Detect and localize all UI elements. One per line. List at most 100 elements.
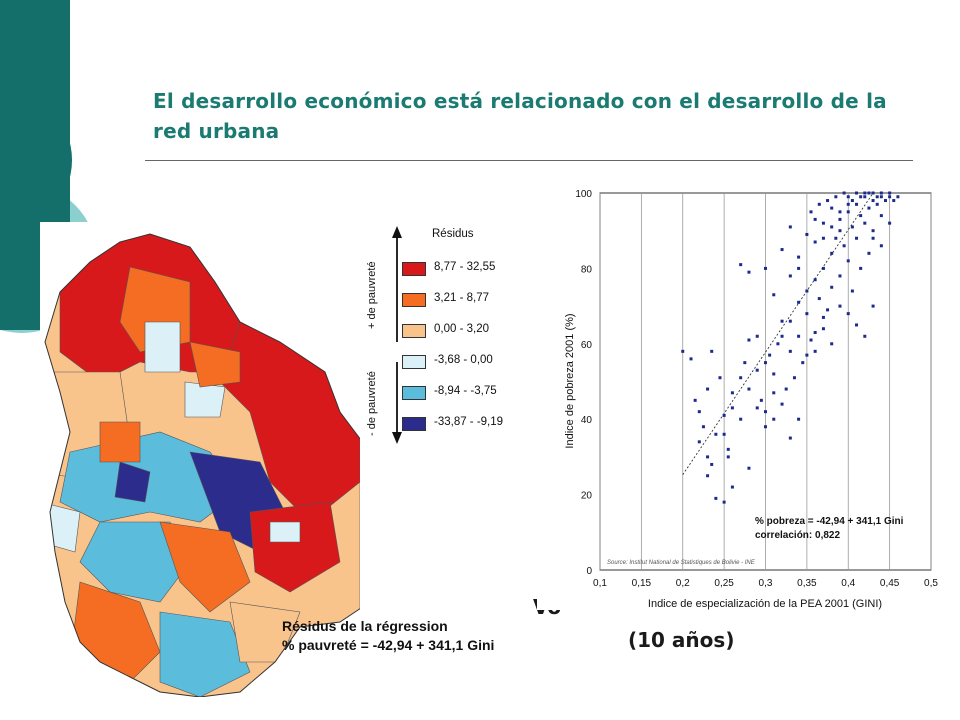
scatter-point: [879, 244, 883, 248]
scatter-point: [797, 266, 801, 270]
legend-label: -8,94 - -3,75: [434, 385, 497, 397]
scatter-point: [764, 410, 767, 414]
scatter-point: [730, 391, 734, 395]
scatter-point: [834, 195, 838, 199]
scatter-point: [859, 266, 863, 270]
legend-swatch: [402, 324, 426, 338]
scatter-point: [838, 304, 842, 308]
scatter-point: [801, 361, 805, 365]
legend-label: -33,87 - -9,19: [434, 416, 504, 428]
scatter-point: [813, 349, 817, 353]
scatter-point: [701, 425, 705, 429]
legend-label: 3,21 - 8,77: [434, 292, 489, 304]
y-tick-label: 100: [575, 189, 592, 200]
scatter-point: [896, 195, 900, 199]
scatter-point: [809, 210, 813, 214]
scatter-point: [892, 199, 896, 203]
scatter-point: [780, 248, 784, 252]
poverty-gini-scatter: 0,1 0,15 0,2 0,25 0,3 0,35 0,4 0,45 0,5 0 20 40 60 80…: [537, 178, 945, 610]
legend-swatch: [402, 262, 426, 276]
x-tick-label: 0,2: [676, 578, 690, 589]
scatter-point: [805, 289, 809, 293]
scatter-point: [867, 191, 871, 195]
scatter-point: [759, 398, 763, 402]
scatter-point: [805, 312, 809, 316]
scatter-point: [888, 195, 892, 199]
scatter-point: [834, 236, 838, 240]
scatter-point: [821, 266, 825, 270]
scatter-point: [867, 251, 871, 255]
scatter-point: [850, 225, 854, 229]
scatter-point: [838, 229, 842, 233]
scatter-point: [792, 376, 796, 380]
scatter-point: [883, 199, 887, 203]
scatter-point: [871, 191, 875, 195]
scatter-point: [830, 285, 834, 289]
scatter-point: [718, 376, 722, 380]
scatter-point: [784, 387, 788, 391]
scatter-point: [813, 330, 817, 334]
scatter-point: [821, 236, 825, 240]
x-tick-label: 0,25: [714, 578, 734, 589]
scatter-point: [875, 202, 879, 206]
scatter-point: [813, 240, 817, 244]
x-tick-label: 0,3: [759, 578, 773, 589]
scatter-point: [879, 195, 883, 199]
y-axis-label: Indice de pobreza 2001 (%): [564, 313, 576, 448]
scatter-point: [739, 376, 743, 380]
scatter-point: [714, 496, 718, 500]
map-caption-line2: % pauvreté = -42,94 + 341,1 Gini: [282, 637, 495, 653]
scatter-point: [772, 293, 776, 297]
scatter-point: [850, 289, 854, 293]
legend-label: 8,77 - 32,55: [434, 261, 496, 273]
scatter-point: [867, 206, 871, 210]
scatter-point: [788, 436, 792, 440]
scatter-point: [689, 357, 693, 361]
scatter-point: [855, 323, 859, 327]
less-poverty-label: - de pauvreté: [366, 371, 378, 436]
scatter-point: [888, 191, 892, 195]
scatter-point: [805, 232, 809, 236]
scatter-point: [797, 255, 801, 259]
scatter-point: [772, 391, 776, 395]
scatter-point: [863, 221, 867, 225]
scatter-point: [830, 225, 834, 229]
scatter-point: [821, 221, 825, 225]
legend-label: 0,00 - 3,20: [434, 323, 489, 335]
regression-equation: % pobreza = -42,94 + 341,1 Gini: [755, 516, 904, 527]
scatter-point: [830, 342, 834, 346]
scatter-point: [855, 191, 859, 195]
scatter-point: [722, 500, 726, 504]
y-tick-label: 40: [581, 415, 593, 426]
scatter-point: [846, 202, 850, 206]
scatter-point: [871, 229, 875, 233]
y-tick-label: 0: [586, 566, 592, 577]
scatter-point: [797, 417, 801, 421]
scatter-point: [730, 406, 734, 410]
scatter-point: [838, 210, 842, 214]
legend-label: -3,68 - 0,00: [434, 354, 493, 366]
correlation-value: correlación: 0,822: [755, 530, 840, 541]
legend-swatch: [402, 355, 426, 369]
x-tick-label: 0,4: [841, 578, 855, 589]
scatter-point: [826, 308, 830, 312]
scatter-point: [780, 402, 784, 406]
scatter-point: [772, 372, 776, 376]
scatter-point: [842, 191, 846, 195]
x-tick-label: 0,15: [632, 578, 652, 589]
scatter-point: [755, 368, 759, 372]
trend-line: [682, 192, 874, 475]
scatter-point: [850, 199, 854, 203]
more-poverty-label: + de pauvreté: [366, 261, 378, 329]
scatter-point: [846, 312, 850, 316]
scatter-point: [838, 217, 842, 221]
scatter-point: [710, 462, 714, 466]
scatter-point: [821, 327, 825, 331]
scatter-point: [855, 202, 859, 206]
scatter-point: [855, 236, 859, 240]
legend-title: Résidus: [432, 228, 474, 240]
scatter-point: [838, 274, 842, 278]
scatter-point: [797, 334, 801, 338]
x-tick-label: 0,45: [880, 578, 900, 589]
scatter-point: [788, 225, 792, 229]
